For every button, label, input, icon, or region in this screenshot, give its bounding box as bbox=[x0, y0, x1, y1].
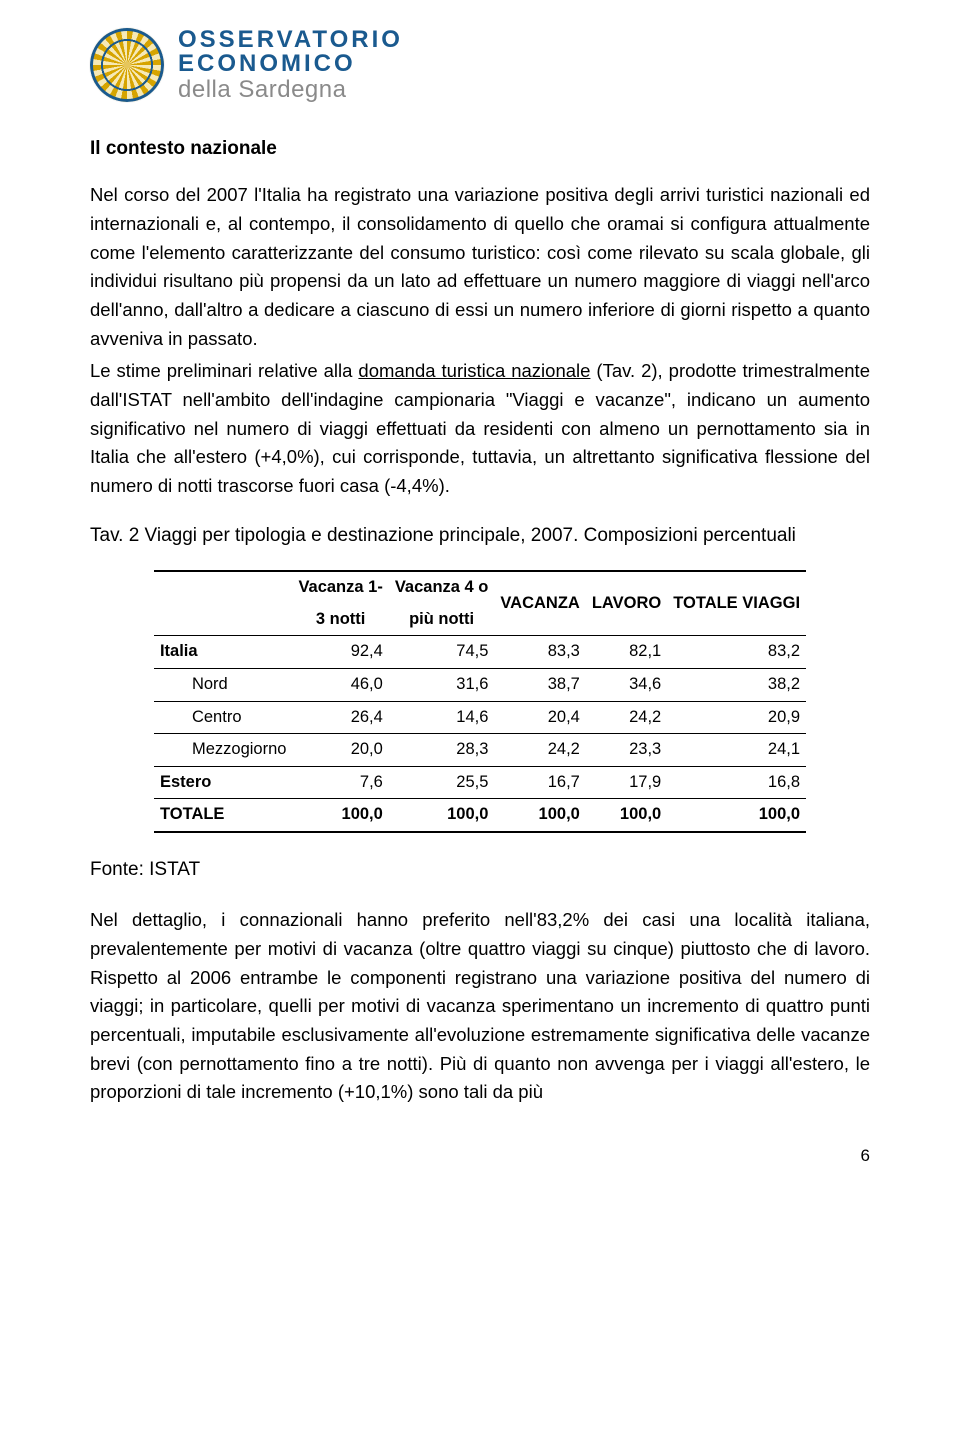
cell: 38,2 bbox=[667, 668, 806, 701]
header-logo: OSSERVATORIO ECONOMICO della Sardegna bbox=[90, 28, 870, 102]
cell: 14,6 bbox=[389, 701, 495, 734]
logo-line-1: OSSERVATORIO bbox=[178, 28, 403, 52]
cell: 31,6 bbox=[389, 668, 495, 701]
table-row: TOTALE100,0100,0100,0100,0100,0 bbox=[154, 799, 806, 832]
cell: 100,0 bbox=[292, 799, 388, 832]
cell: 34,6 bbox=[586, 668, 667, 701]
cell: 46,0 bbox=[292, 668, 388, 701]
cell: 83,2 bbox=[667, 636, 806, 669]
cell: 82,1 bbox=[586, 636, 667, 669]
th-vacanza-1-3-a: Vacanza 1- bbox=[292, 571, 388, 604]
cell: 24,1 bbox=[667, 734, 806, 767]
th-totale-viaggi: TOTALE VIAGGI bbox=[667, 571, 806, 636]
table-header: Vacanza 1- Vacanza 4 o VACANZA LAVORO TO… bbox=[154, 571, 806, 636]
cell: 25,5 bbox=[389, 766, 495, 799]
logo-line-2: ECONOMICO bbox=[178, 52, 403, 76]
cell: 16,8 bbox=[667, 766, 806, 799]
data-table: Vacanza 1- Vacanza 4 o VACANZA LAVORO TO… bbox=[154, 570, 806, 833]
table-body: Italia92,474,583,382,183,2Nord46,031,638… bbox=[154, 636, 806, 832]
table-row: Mezzogiorno20,028,324,223,324,1 bbox=[154, 734, 806, 767]
th-vacanza-4plus-b: più notti bbox=[389, 604, 495, 636]
paragraph-2: Le stime preliminari relative alla doman… bbox=[90, 357, 870, 500]
cell: 20,0 bbox=[292, 734, 388, 767]
cell: 74,5 bbox=[389, 636, 495, 669]
th-vacanza: VACANZA bbox=[494, 571, 585, 636]
row-label: Estero bbox=[154, 766, 292, 799]
logo-line-3: della Sardegna bbox=[178, 78, 403, 102]
page-number: 6 bbox=[90, 1143, 870, 1169]
section-title: Il contesto nazionale bbox=[90, 134, 870, 163]
cell: 24,2 bbox=[586, 701, 667, 734]
cell: 7,6 bbox=[292, 766, 388, 799]
cell: 17,9 bbox=[586, 766, 667, 799]
th-blank bbox=[154, 571, 292, 636]
cell: 38,7 bbox=[494, 668, 585, 701]
cell: 92,4 bbox=[292, 636, 388, 669]
th-vacanza-4plus-a: Vacanza 4 o bbox=[389, 571, 495, 604]
logo-text: OSSERVATORIO ECONOMICO della Sardegna bbox=[178, 28, 403, 102]
table-row: Estero7,625,516,717,916,8 bbox=[154, 766, 806, 799]
table-row: Italia92,474,583,382,183,2 bbox=[154, 636, 806, 669]
table-row: Centro26,414,620,424,220,9 bbox=[154, 701, 806, 734]
cell: 26,4 bbox=[292, 701, 388, 734]
th-vacanza-1-3-b: 3 notti bbox=[292, 604, 388, 636]
table-row: Nord46,031,638,734,638,2 bbox=[154, 668, 806, 701]
cell: 100,0 bbox=[667, 799, 806, 832]
table-source: Fonte: ISTAT bbox=[90, 855, 870, 884]
row-label: Mezzogiorno bbox=[154, 734, 292, 767]
cell: 83,3 bbox=[494, 636, 585, 669]
row-label: Nord bbox=[154, 668, 292, 701]
paragraph-3: Nel dettaglio, i connazionali hanno pref… bbox=[90, 906, 870, 1107]
cell: 100,0 bbox=[586, 799, 667, 832]
cell: 24,2 bbox=[494, 734, 585, 767]
cell: 100,0 bbox=[494, 799, 585, 832]
table-caption: Tav. 2 Viaggi per tipologia e destinazio… bbox=[90, 521, 870, 550]
logo-compass-icon bbox=[90, 28, 164, 102]
cell: 100,0 bbox=[389, 799, 495, 832]
cell: 28,3 bbox=[389, 734, 495, 767]
cell: 20,4 bbox=[494, 701, 585, 734]
cell: 20,9 bbox=[667, 701, 806, 734]
cell: 16,7 bbox=[494, 766, 585, 799]
row-label: Centro bbox=[154, 701, 292, 734]
row-label: Italia bbox=[154, 636, 292, 669]
paragraph-2-underlined: domanda turistica nazionale bbox=[358, 360, 590, 381]
cell: 23,3 bbox=[586, 734, 667, 767]
paragraph-2-a: Le stime preliminari relative alla bbox=[90, 360, 358, 381]
paragraph-1: Nel corso del 2007 l'Italia ha registrat… bbox=[90, 181, 870, 353]
row-label: TOTALE bbox=[154, 799, 292, 832]
th-lavoro: LAVORO bbox=[586, 571, 667, 636]
